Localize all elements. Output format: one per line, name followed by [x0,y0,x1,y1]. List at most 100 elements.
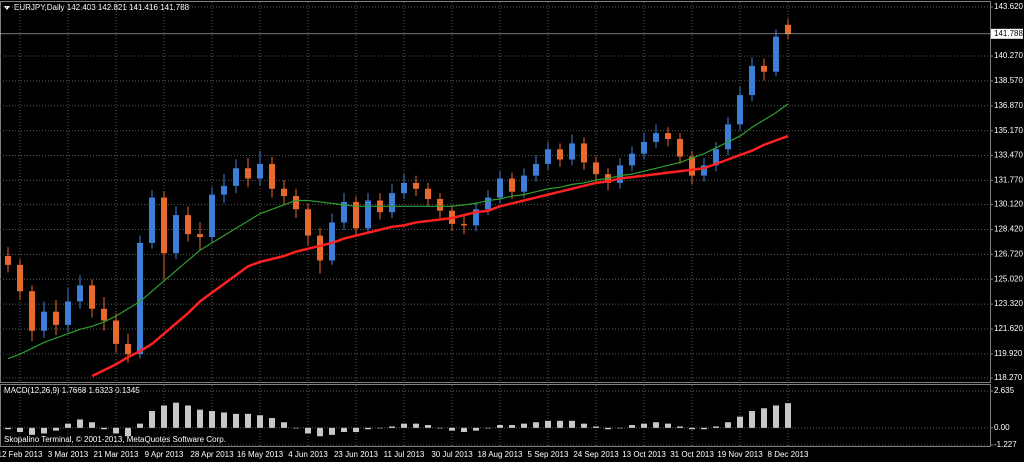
candle-body [365,200,371,229]
candle-body [125,343,131,355]
ma-line [91,134,789,378]
macd-bar [689,427,695,430]
macd-bar [665,423,671,428]
macd-bar [269,418,275,428]
macd-bar [17,427,23,433]
candle-body [41,311,47,331]
macd-bar [233,413,239,428]
macd-bar [725,422,731,428]
macd-bar [365,427,371,430]
candle-body [713,149,719,166]
candle-body [593,162,599,175]
macd-bar [173,402,179,428]
macd-bar [653,422,659,428]
candle-body [761,65,767,72]
candle-body [29,291,35,331]
x-tick-label: 13 Oct 2013 [622,450,666,459]
x-tick-label: 16 May 2013 [237,450,284,459]
macd-bar [605,427,611,430]
candle-body [17,264,23,292]
macd-bar [641,423,647,428]
y-tick-label: 136.870 [994,101,1023,110]
candle-body [473,209,479,226]
candle-body [137,242,143,355]
macd-bar [629,425,635,428]
candle-body [401,182,407,194]
x-tick-label: 3 Mar 2013 [48,450,89,459]
last-price-box [991,28,1023,39]
candle-body [737,95,743,125]
candle-body [641,141,647,154]
y-tick-label: 0.00 [994,423,1010,432]
macd-bar [41,427,47,434]
macd-bar [53,427,59,431]
macd-bar [305,427,311,434]
macd-bar [617,427,623,429]
candle-body [461,223,467,226]
macd-bar [713,426,719,428]
macd-bar [545,420,551,428]
candle-body [485,197,491,210]
macd-bar [137,423,143,428]
candle-body [509,178,515,192]
macd-bar [557,420,563,428]
candle-body [329,222,335,261]
menu-arrow[interactable] [4,6,10,10]
candle-body [425,188,431,200]
y-tick-label: 140.270 [994,51,1023,60]
macd-bar [281,422,287,428]
candle-body [197,234,203,238]
candle-body [305,209,311,236]
candle-body [77,285,83,302]
y-tick-label: 118.270 [994,373,1023,382]
macd-bar [257,415,263,428]
macd-bar [737,416,743,428]
macd-bar [425,425,431,428]
candle-body [521,175,527,192]
macd-bar [101,427,107,430]
macd-bar [77,419,83,428]
y-tick-label: 138.570 [994,76,1023,85]
footer: Skopalino Terminal, © 2001-2013, MetaQuo… [4,435,226,444]
candle-body [161,197,167,254]
macd-bar [533,422,539,428]
macd-bar [581,423,587,428]
candle-body [389,193,395,213]
macd-panel [0,384,991,447]
macd-bar [761,408,767,428]
y-tick-label: 125.020 [994,274,1023,283]
y-tick-label: 131.770 [994,176,1023,185]
macd-bar [569,420,575,428]
y-tick-label: 128.420 [994,225,1023,234]
candle-body [185,215,191,235]
candle-body [533,163,539,176]
x-tick-label: 4 Jun 2013 [288,450,328,459]
macd-bar [161,405,167,428]
candle-body [53,311,59,325]
candle-body [113,320,119,344]
candle-body [341,201,347,223]
macd-bar [413,423,419,428]
candle-body [725,124,731,150]
y-tick-label: 119.920 [994,349,1023,358]
candle-body [581,143,587,163]
y-tick-label: 133.470 [994,151,1023,160]
macd-bar [185,405,191,428]
macd-bar [401,423,407,428]
candle-body [65,301,71,325]
macd-bar [329,427,335,435]
candle-body [257,163,263,179]
macd-bar [125,427,131,437]
candle-body [173,215,179,254]
candle-body [5,256,11,265]
candle-body [233,168,239,186]
candle-body [773,36,779,72]
candle-body [245,168,251,179]
y-tick-label: 126.720 [994,249,1023,258]
candle-body [413,182,419,189]
macd-bar [245,413,251,428]
x-tick-label: 23 Jun 2013 [334,450,379,459]
candle-body [785,24,791,34]
